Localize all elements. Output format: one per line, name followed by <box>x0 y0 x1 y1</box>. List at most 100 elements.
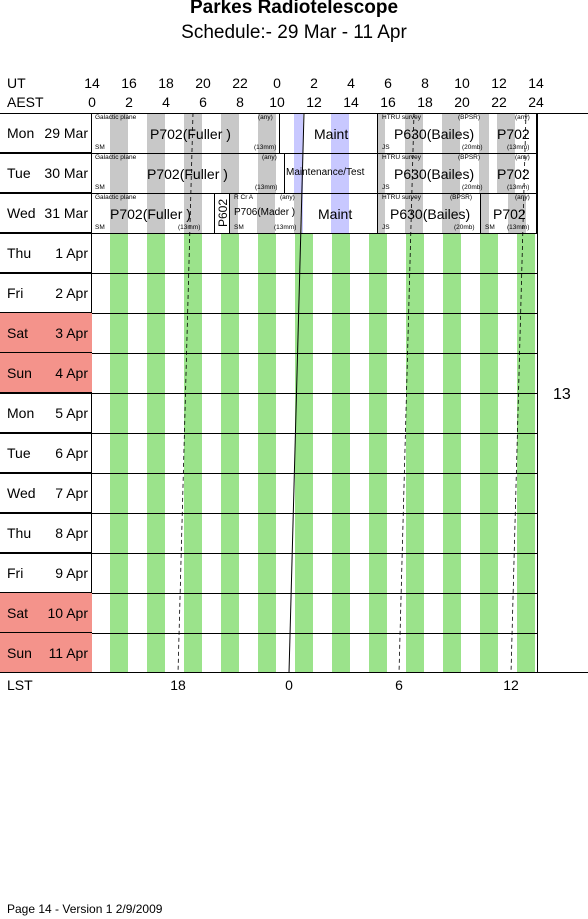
lst-tick: 12 <box>503 677 519 693</box>
day-name: Sun <box>7 645 32 661</box>
project-label: Maintenance/Test <box>286 167 365 178</box>
source-label: HTRU survey <box>382 194 422 201</box>
day-label: Mon 5 Apr <box>0 393 92 433</box>
lst-shade <box>405 153 423 193</box>
block-p602[interactable]: P602 <box>215 193 230 233</box>
schedule-grid: Galactic plane (any) P702(Fuller ) SM (1… <box>0 113 588 673</box>
lst-shade <box>405 113 423 153</box>
lst-shade <box>442 153 460 193</box>
receiver-label: (BPSR) <box>450 194 473 201</box>
project-label: P706(Mader ) <box>234 207 296 218</box>
aest-tick: 20 <box>454 94 470 110</box>
lst-shade <box>442 193 460 233</box>
day-label: Thu 8 Apr <box>0 513 92 553</box>
footer: Page 14 - Version 1 2/9/2009 <box>7 902 163 916</box>
block-p630-bailes[interactable]: HTRU survey (BPSR) P630(Bailes) JS (20mb… <box>378 153 489 193</box>
day-label: Sat 3 Apr <box>0 313 92 353</box>
block-p702[interactable]: (any) P702 (13mm) <box>489 113 537 153</box>
aest-label: AEST <box>7 94 44 110</box>
band-label: (13mm) <box>274 224 297 231</box>
day-date: 11 Apr <box>48 645 88 661</box>
row-line <box>0 393 538 394</box>
day-name: Wed <box>7 205 36 221</box>
row-line <box>0 513 538 514</box>
block-p702-fuller[interactable]: Galactic plane (any) P702(Fuller ) SM (1… <box>92 153 285 193</box>
block-maint[interactable]: Maint <box>302 193 378 233</box>
row-line <box>0 553 538 554</box>
ut-tick: 10 <box>454 75 470 91</box>
ut-tick: 0 <box>273 75 281 91</box>
day-label: Sun 11 Apr <box>0 633 92 673</box>
aest-tick: 24 <box>528 94 544 110</box>
block-p630-bailes[interactable]: HTRU survey (BPSR) P630(Bailes) JS (20mb… <box>378 193 481 233</box>
receiver-label: (any) <box>515 154 530 161</box>
block-p702[interactable]: (any) P702 SM (13mm) <box>481 193 537 233</box>
aest-tick: 18 <box>417 94 433 110</box>
ut-tick: 14 <box>84 75 100 91</box>
block-maintenance-test[interactable]: Maintenance/Test <box>285 153 378 193</box>
day-label: Sat 10 Apr <box>0 593 92 633</box>
day-date: 4 Apr <box>55 365 88 381</box>
free-stripe <box>517 233 535 673</box>
day-name: Sat <box>7 325 29 341</box>
aest-tick: 4 <box>162 94 170 110</box>
day-date: 29 Mar <box>44 125 88 141</box>
day-label: Wed 31 Mar <box>0 193 92 233</box>
lst-tick: 6 <box>395 677 403 693</box>
free-stripe <box>258 233 276 673</box>
block-p702-fuller[interactable]: Galactic plane P702(Fuller ) SM (13mm) <box>92 193 215 233</box>
receiver-label: (BPSR) <box>458 114 481 121</box>
free-time-stripes <box>92 233 537 673</box>
observer-label: SM <box>95 184 105 191</box>
ut-tick: 16 <box>121 75 137 91</box>
band-label: (13mm) <box>507 224 530 231</box>
lst-tick: 18 <box>170 677 186 693</box>
source-label: Galactic plane <box>95 154 137 161</box>
lst-shade <box>230 193 238 233</box>
aest-tick: 14 <box>343 94 359 110</box>
free-stripe <box>184 233 202 673</box>
project-label: Maint <box>318 206 353 222</box>
lst-shade <box>331 193 349 233</box>
source-label: Galactic plane <box>95 194 137 201</box>
day-name: Wed <box>7 485 36 501</box>
block-maint[interactable]: Maint <box>294 113 378 153</box>
source-label: R Cr A <box>234 194 254 201</box>
grid-top-border <box>0 113 588 114</box>
block-p702-fuller[interactable]: Galactic plane (any) P702(Fuller ) SM (1… <box>92 113 280 153</box>
block-p702[interactable]: (any) P702 (13mm) <box>489 153 537 193</box>
ut-tick: 4 <box>347 75 355 91</box>
lst-shade <box>378 113 385 153</box>
ut-tick: 22 <box>232 75 248 91</box>
day-name: Mon <box>7 405 35 421</box>
aest-tick: 6 <box>199 94 207 110</box>
row-wed-31-mar: Galactic plane P702(Fuller ) SM (13mm) P… <box>92 193 537 233</box>
row-line <box>0 193 538 194</box>
lst-label: LST <box>7 677 33 693</box>
free-stripe <box>332 233 350 673</box>
page-subtitle: Schedule:- 29 Mar - 11 Apr <box>181 22 407 43</box>
ut-label: UT <box>7 75 26 91</box>
day-date: 2 Apr <box>55 285 88 301</box>
receiver-label: (any) <box>258 114 273 121</box>
project-label: P702(Fuller ) <box>110 206 191 222</box>
lst-shade <box>331 113 349 153</box>
lst-shade <box>378 153 385 193</box>
free-stripe <box>221 233 239 673</box>
day-name: Tue <box>7 445 31 461</box>
block-p630-bailes[interactable]: HTRU survey (BPSR) P630(Bailes) JS (20mb… <box>378 113 489 153</box>
source-label: HTRU survey <box>382 154 422 161</box>
lst-shade <box>184 153 202 193</box>
receiver-label: (any) <box>262 154 277 161</box>
day-name: Sat <box>7 605 29 621</box>
lst-shade <box>497 113 515 153</box>
observer-label: SM <box>234 224 244 231</box>
day-name: Thu <box>7 245 32 261</box>
lst-shade <box>479 113 489 153</box>
lst-shade <box>184 113 202 153</box>
band-label: (20mb) <box>462 184 483 191</box>
day-name: Sun <box>7 365 32 381</box>
row-line <box>0 353 538 354</box>
lst-shade <box>258 113 276 153</box>
receiver-label: (BPSR) <box>458 154 481 161</box>
